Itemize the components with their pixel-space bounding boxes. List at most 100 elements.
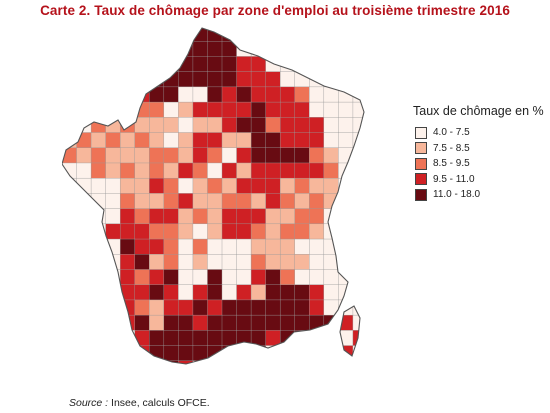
legend-label: 8.5 - 9.5	[433, 158, 470, 170]
employment-zone	[265, 71, 281, 88]
employment-zone	[279, 147, 296, 164]
employment-zone	[76, 238, 92, 255]
employment-zone	[119, 238, 136, 255]
employment-zone	[192, 360, 208, 364]
employment-zone	[119, 360, 136, 364]
employment-zone	[294, 56, 310, 73]
employment-zone	[221, 223, 238, 240]
employment-zone	[294, 132, 310, 149]
employment-zone	[178, 208, 194, 225]
employment-zone	[134, 330, 150, 347]
employment-zone	[105, 330, 121, 347]
employment-zone	[338, 269, 354, 286]
employment-zone	[352, 254, 364, 270]
employment-zone	[192, 299, 208, 316]
employment-zone	[236, 284, 252, 301]
employment-zone	[338, 41, 354, 57]
employment-zone	[149, 208, 165, 225]
employment-zone	[323, 101, 339, 118]
employment-zone	[76, 345, 92, 362]
employment-zone	[119, 28, 136, 42]
employment-zone	[236, 314, 252, 331]
employment-zone	[309, 147, 325, 164]
employment-zone	[105, 193, 121, 210]
employment-zone	[221, 269, 238, 286]
employment-zone	[90, 269, 107, 286]
employment-zone	[367, 361, 382, 376]
legend-label: 9.5 - 11.0	[433, 173, 475, 185]
employment-zone	[236, 360, 252, 364]
employment-zone	[163, 162, 179, 179]
map-title: Carte 2. Taux de chômage par zone d'empl…	[40, 3, 510, 18]
employment-zone	[265, 269, 281, 286]
employment-zone	[62, 208, 78, 225]
employment-zone	[250, 314, 267, 331]
employment-zone	[192, 284, 208, 301]
employment-zone	[90, 314, 107, 331]
employment-zone	[90, 330, 107, 347]
legend: Taux de chômage en % 4.0 - 7.5 7.5 - 8.5 8…	[413, 104, 544, 203]
employment-zone	[279, 162, 296, 179]
employment-zone	[76, 299, 92, 316]
employment-zone	[163, 299, 179, 316]
employment-zone	[323, 147, 339, 164]
employment-zone	[265, 193, 281, 210]
employment-zone	[367, 117, 382, 133]
employment-zone	[62, 345, 78, 362]
employment-zone	[62, 238, 78, 255]
employment-zone	[105, 345, 121, 362]
employment-zone	[163, 193, 179, 210]
employment-zone	[178, 345, 194, 362]
employment-zone	[352, 56, 364, 73]
employment-zone	[178, 28, 194, 42]
employment-zone	[323, 284, 339, 301]
employment-zone	[221, 41, 238, 57]
employment-zone	[207, 41, 223, 57]
employment-zone	[323, 345, 339, 362]
employment-zone	[149, 28, 165, 42]
employment-zone	[90, 28, 107, 42]
employment-zone	[178, 41, 194, 57]
employment-zone	[250, 117, 267, 134]
employment-zone	[323, 132, 339, 149]
employment-zone	[105, 56, 121, 73]
employment-zone	[323, 177, 339, 194]
employment-zone	[236, 28, 252, 42]
employment-zone	[309, 132, 325, 149]
employment-zone	[294, 254, 310, 270]
employment-zone	[323, 360, 339, 364]
employment-zone	[352, 28, 364, 42]
employment-zone	[338, 360, 354, 364]
employment-zone	[90, 41, 107, 57]
employment-zone	[134, 208, 150, 225]
employment-zone	[279, 223, 296, 240]
employment-zone	[294, 162, 310, 179]
employment-zone	[149, 71, 165, 88]
employment-zone	[134, 193, 150, 210]
employment-zone	[279, 28, 296, 42]
employment-zone	[338, 238, 354, 255]
employment-zone	[309, 238, 325, 255]
employment-zone	[76, 177, 92, 194]
employment-zone	[352, 269, 364, 286]
employment-zone	[294, 345, 310, 362]
employment-zone	[163, 208, 179, 225]
employment-zone	[294, 177, 310, 194]
employment-zone	[367, 239, 382, 255]
employment-zone	[178, 86, 194, 103]
employment-zone	[309, 223, 325, 240]
employment-zone	[338, 86, 354, 103]
employment-zone	[207, 223, 223, 240]
employment-zone	[323, 28, 339, 42]
employment-zone	[178, 314, 194, 331]
employment-zone	[250, 86, 267, 103]
employment-zone	[163, 117, 179, 134]
employment-zone	[279, 56, 296, 73]
employment-zone	[294, 238, 310, 255]
employment-zone	[76, 56, 92, 73]
employment-zone	[90, 71, 107, 88]
employment-zone	[119, 56, 136, 73]
employment-zone	[149, 299, 165, 316]
employment-zone	[76, 330, 92, 347]
employment-zone	[163, 223, 179, 240]
